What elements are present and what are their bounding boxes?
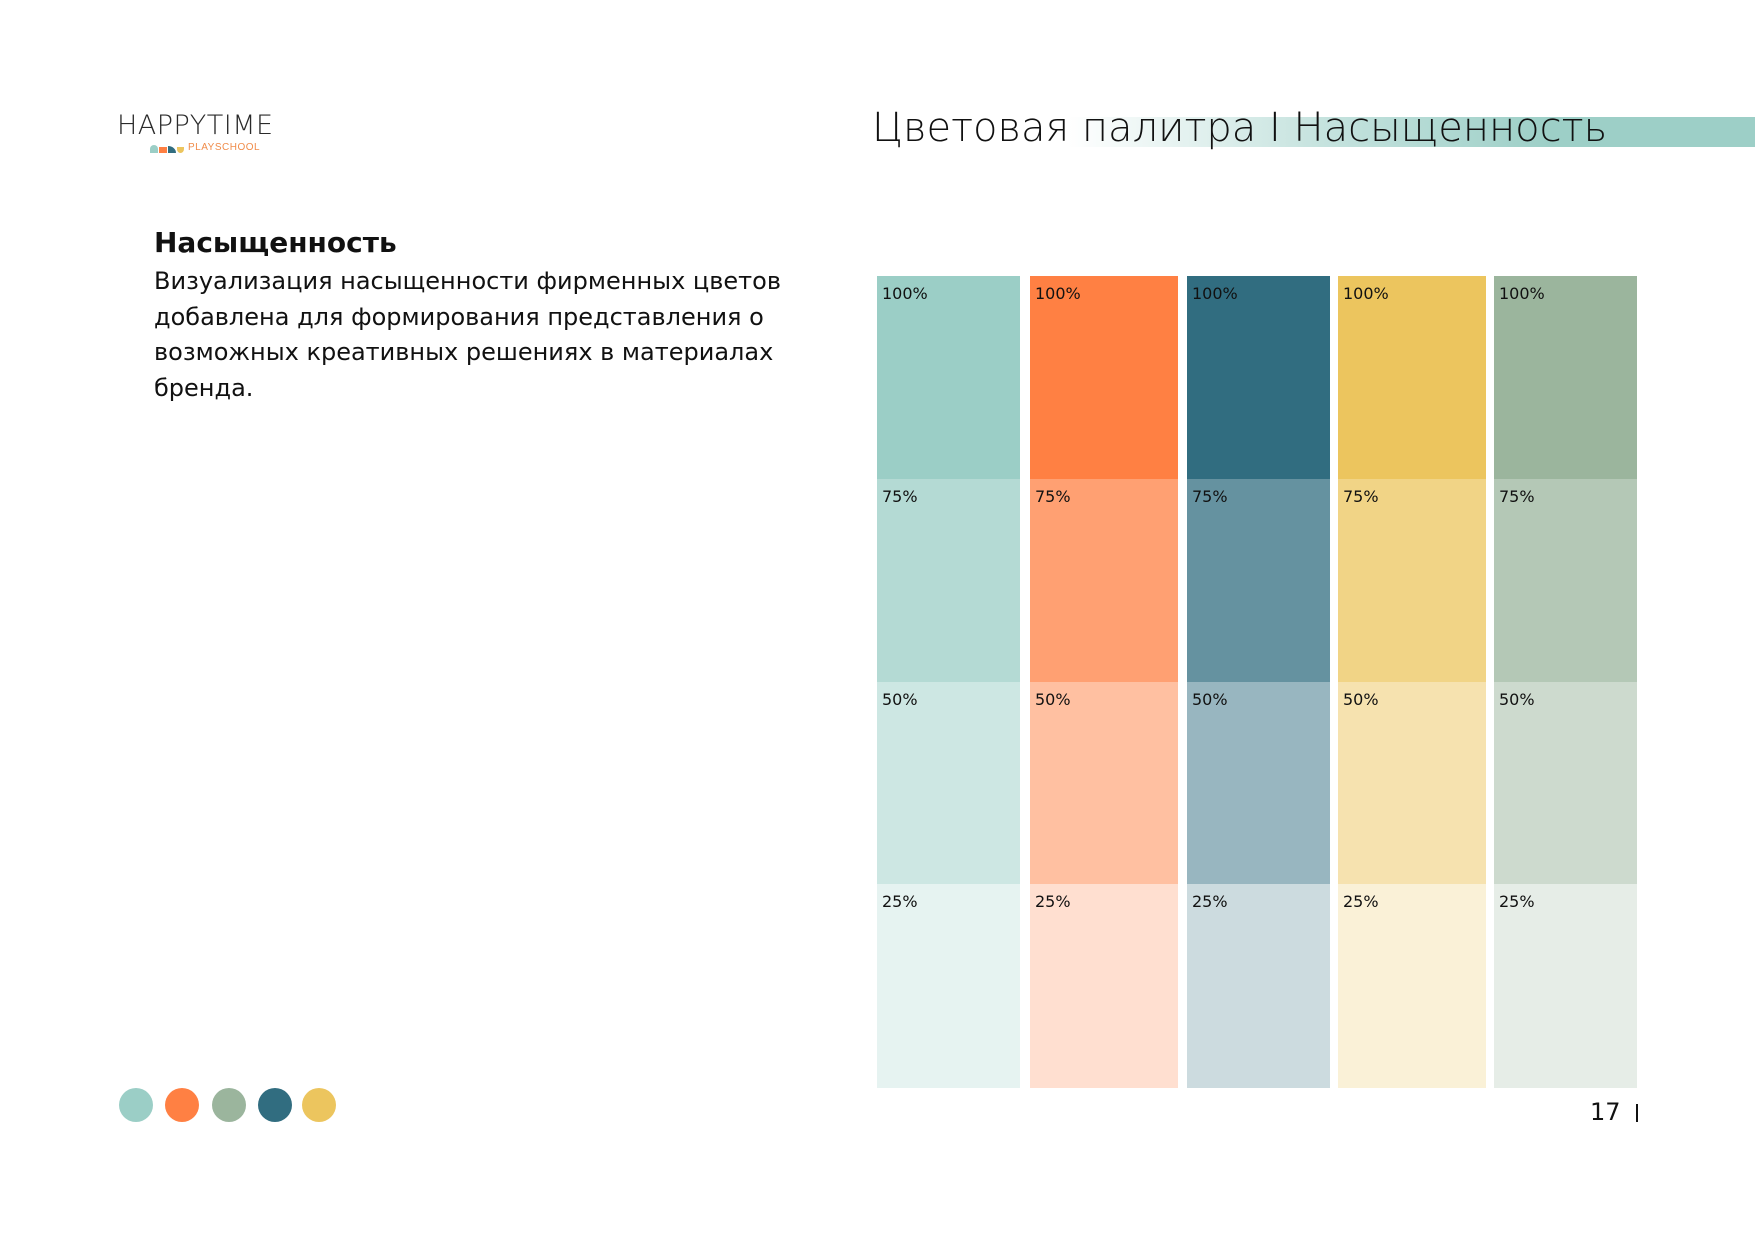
swatch-petrol-25: 25% (1187, 884, 1330, 1088)
swatch-label: 50% (1035, 690, 1071, 709)
swatch-label: 75% (1343, 487, 1379, 506)
color-dot-mint (119, 1088, 153, 1122)
swatch-petrol-75: 75% (1187, 479, 1330, 682)
swatch-label: 75% (1499, 487, 1535, 506)
swatch-mustard-25: 25% (1338, 884, 1486, 1088)
swatch-label: 50% (1192, 690, 1228, 709)
page-number: 17 (1590, 1098, 1621, 1126)
page-title: Цветовая палитра І Насыщенность (872, 105, 1608, 151)
swatch-label: 25% (1192, 892, 1228, 911)
swatch-sage-100: 100% (1494, 276, 1637, 479)
swatch-label: 75% (882, 487, 918, 506)
swatch-label: 75% (1192, 487, 1228, 506)
swatch-label: 75% (1035, 487, 1071, 506)
swatch-label: 50% (882, 690, 918, 709)
swatch-label: 100% (1035, 284, 1081, 303)
section-description: Визуализация насыщенности фирменных цвет… (154, 267, 781, 402)
swatch-orange-25: 25% (1030, 884, 1178, 1088)
section-title: Насыщенность (154, 226, 397, 259)
swatch-label: 50% (1343, 690, 1379, 709)
swatch-label: 100% (1192, 284, 1238, 303)
swatch-sage-25: 25% (1494, 884, 1637, 1088)
logo-wordmark: HAPPYTIME (117, 110, 274, 141)
swatch-label: 25% (1035, 892, 1071, 911)
swatch-petrol-50: 50% (1187, 682, 1330, 884)
brand-logo: HAPPYTIME PLAYSCHOOL (117, 112, 307, 158)
swatch-mustard-50: 50% (1338, 682, 1486, 884)
logo-shapes-icon (150, 145, 184, 153)
swatch-label: 25% (882, 892, 918, 911)
color-dot-petrol (258, 1088, 292, 1122)
swatch-orange-75: 75% (1030, 479, 1178, 682)
swatch-label: 50% (1499, 690, 1535, 709)
swatch-label: 100% (1343, 284, 1389, 303)
color-dot-orange (165, 1088, 199, 1122)
swatch-label: 100% (882, 284, 928, 303)
swatch-label: 25% (1343, 892, 1379, 911)
swatch-label: 100% (1499, 284, 1545, 303)
header-accent-band (1068, 117, 1755, 147)
swatch-mint-25: 25% (877, 884, 1020, 1088)
page-number-divider (1636, 1104, 1638, 1122)
swatch-mustard-75: 75% (1338, 479, 1486, 682)
swatch-mustard-100: 100% (1338, 276, 1486, 479)
swatch-sage-75: 75% (1494, 479, 1637, 682)
swatch-petrol-100: 100% (1187, 276, 1330, 479)
swatch-sage-50: 50% (1494, 682, 1637, 884)
swatch-orange-100: 100% (1030, 276, 1178, 479)
swatch-orange-50: 50% (1030, 682, 1178, 884)
logo-subtitle: PLAYSCHOOL (188, 142, 261, 153)
color-dot-sage (212, 1088, 246, 1122)
color-dot-mustard (302, 1088, 336, 1122)
swatch-mint-50: 50% (877, 682, 1020, 884)
swatch-mint-75: 75% (877, 479, 1020, 682)
swatch-mint-100: 100% (877, 276, 1020, 479)
swatch-label: 25% (1499, 892, 1535, 911)
